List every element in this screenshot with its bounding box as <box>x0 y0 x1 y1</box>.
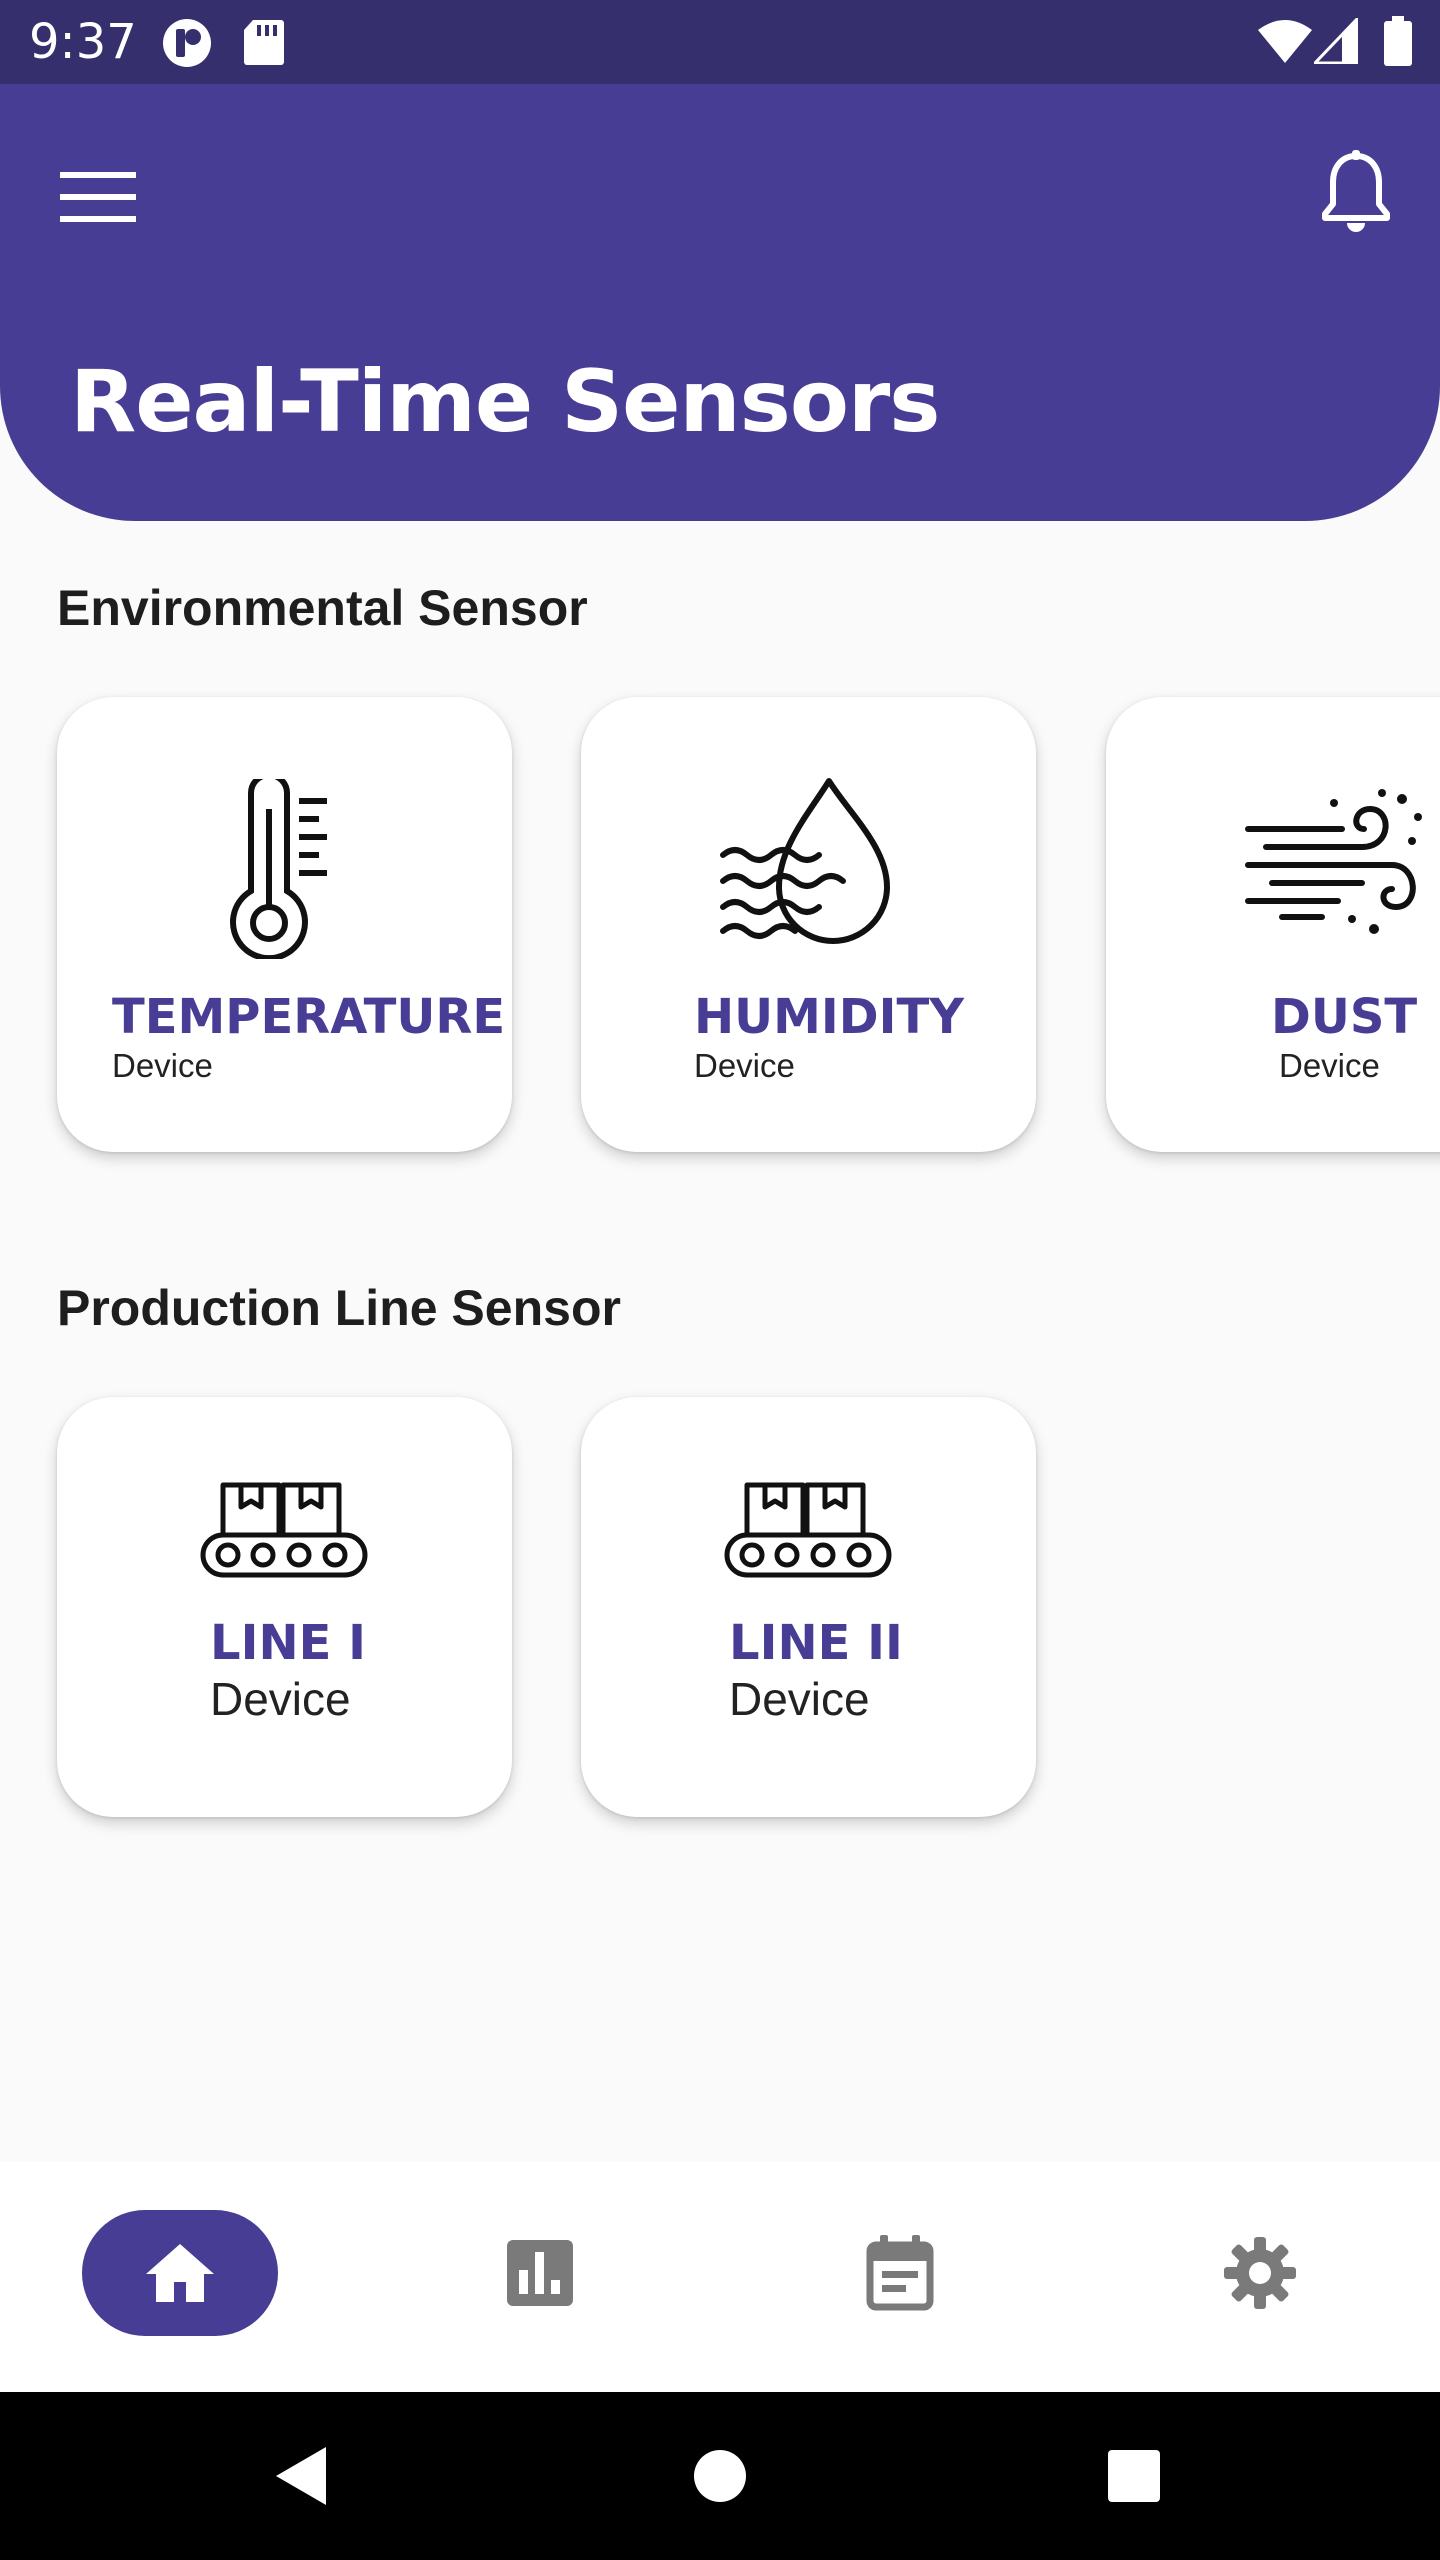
line-ii-card-title: LINE II <box>729 1615 903 1671</box>
line-i-card-title: LINE I <box>210 1615 366 1671</box>
hamburger-menu-icon <box>60 172 136 222</box>
dust-card-subtitle: Device <box>1279 1047 1380 1084</box>
humidity-card[interactable]: HUMIDITY Device <box>581 697 1036 1152</box>
water-drop-icon <box>719 777 905 962</box>
bottom-navigation <box>0 2162 1440 2392</box>
cellular-signal-icon <box>1311 15 1359 69</box>
wifi-icon <box>1257 20 1313 69</box>
notifications-button[interactable] <box>1306 137 1406 247</box>
humidity-card-subtitle: Device <box>694 1047 795 1084</box>
line-ii-card[interactable]: LINE II Device <box>581 1397 1036 1817</box>
calendar-icon <box>866 2235 934 2311</box>
recents-square-icon <box>1108 2450 1160 2502</box>
conveyor-belt-icon <box>199 1479 369 1584</box>
bell-icon <box>1322 150 1390 232</box>
thermometer-icon <box>227 772 337 964</box>
line-i-card[interactable]: LINE I Device <box>57 1397 512 1817</box>
back-triangle-icon <box>276 2447 326 2505</box>
line-i-card-subtitle: Device <box>210 1673 351 1725</box>
system-home-button[interactable] <box>670 2426 770 2526</box>
dust-card[interactable]: DUST Device <box>1106 697 1440 1152</box>
section-heading-environmental: Environmental Sensor <box>57 580 588 636</box>
status-bar: 9:37 <box>0 0 1440 84</box>
section-heading-production-line: Production Line Sensor <box>57 1280 621 1336</box>
bar-chart-icon <box>507 2240 573 2306</box>
app-notification-icon <box>160 18 214 73</box>
hamburger-menu-button[interactable] <box>50 149 146 245</box>
system-back-button[interactable] <box>250 2426 350 2526</box>
line-ii-card-subtitle: Device <box>729 1673 870 1725</box>
temperature-card-subtitle: Device <box>112 1047 213 1084</box>
gear-icon <box>1224 2237 1296 2309</box>
status-time: 9:37 <box>29 14 137 70</box>
humidity-card-title: HUMIDITY <box>694 989 964 1045</box>
system-navigation-bar <box>0 2392 1440 2560</box>
sd-card-icon <box>243 18 285 71</box>
home-icon <box>146 2244 214 2302</box>
temperature-card[interactable]: TEMPERATURE Device <box>57 697 512 1152</box>
system-recents-button[interactable] <box>1084 2426 1184 2526</box>
home-circle-icon <box>694 2450 746 2502</box>
nav-calendar-button[interactable] <box>802 2210 998 2336</box>
conveyor-belt-icon <box>723 1479 893 1584</box>
temperature-card-title: TEMPERATURE <box>112 989 506 1045</box>
nav-statistics-button[interactable] <box>442 2210 638 2336</box>
wind-icon <box>1242 789 1428 944</box>
battery-icon <box>1384 16 1412 71</box>
nav-settings-button[interactable] <box>1162 2210 1358 2336</box>
app-header: Real-Time Sensors <box>0 84 1440 521</box>
page-title: Real-Time Sensors <box>70 352 940 452</box>
dust-card-title: DUST <box>1271 989 1418 1045</box>
nav-home-button[interactable] <box>82 2210 278 2336</box>
